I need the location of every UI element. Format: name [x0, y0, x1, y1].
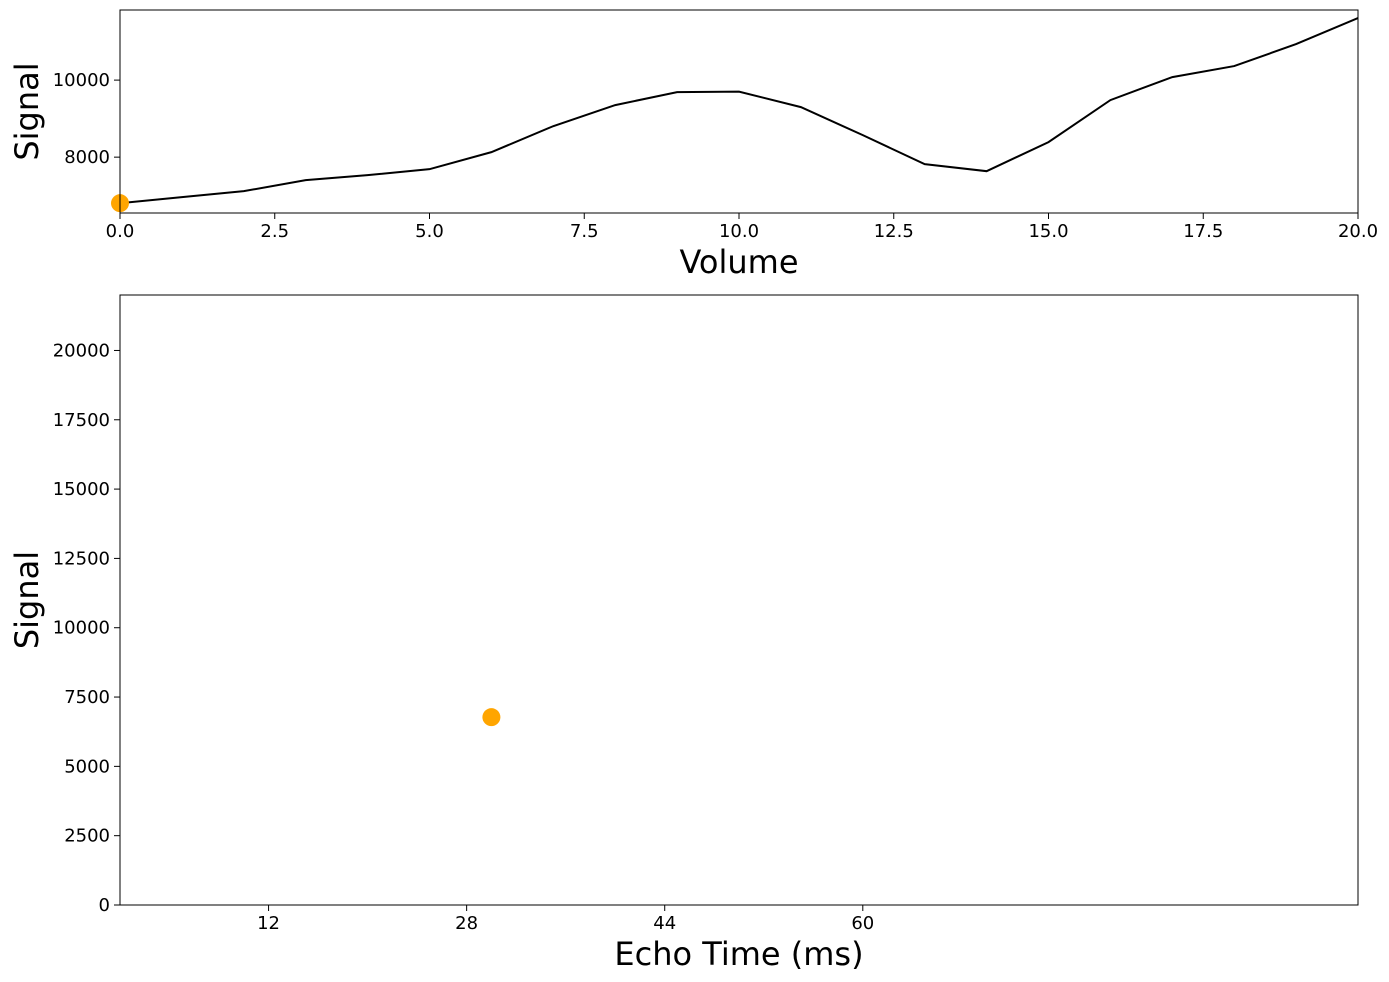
line [119, 17, 1358, 205]
x-axis-label: Volume [679, 243, 798, 281]
x-tick-label: 28 [455, 913, 478, 934]
y-tick-label: 7500 [64, 687, 110, 708]
y-tick-label: 8000 [64, 147, 110, 168]
x-tick-label: 60 [851, 913, 874, 934]
x-tick-label: 44 [653, 913, 676, 934]
x-tick-label: 15.0 [1028, 221, 1068, 242]
x-tick-label: 5.0 [415, 221, 444, 242]
x-tick-label: 2.5 [260, 221, 289, 242]
x-tick-label: 20.0 [1338, 221, 1378, 242]
y-tick-label: 2500 [64, 826, 110, 847]
y-tick-label: 15000 [53, 479, 110, 500]
x-tick-label: 17.5 [1183, 221, 1223, 242]
y-tick-label: 20000 [53, 340, 110, 361]
point [482, 708, 501, 727]
y-tick-label: 17500 [53, 410, 110, 431]
y-tick-label: 12500 [53, 548, 110, 569]
x-tick-label: 10.0 [719, 221, 759, 242]
y-axis-label: Signal [8, 551, 46, 649]
plot-frame [119, 9, 1359, 214]
x-tick-label: 12 [257, 913, 280, 934]
y-axis-label: Signal [8, 62, 46, 160]
y-tick-label: 10000 [53, 618, 110, 639]
y-tick-label: 5000 [64, 756, 110, 777]
x-axis-label: Echo Time (ms) [614, 935, 863, 973]
x-tick-label: 7.5 [570, 221, 599, 242]
x-tick-label: 0.0 [106, 221, 135, 242]
y-tick-label: 0 [99, 895, 110, 916]
plot-frame [119, 294, 1359, 906]
x-tick-label: 12.5 [874, 221, 914, 242]
y-tick-label: 10000 [53, 70, 110, 91]
